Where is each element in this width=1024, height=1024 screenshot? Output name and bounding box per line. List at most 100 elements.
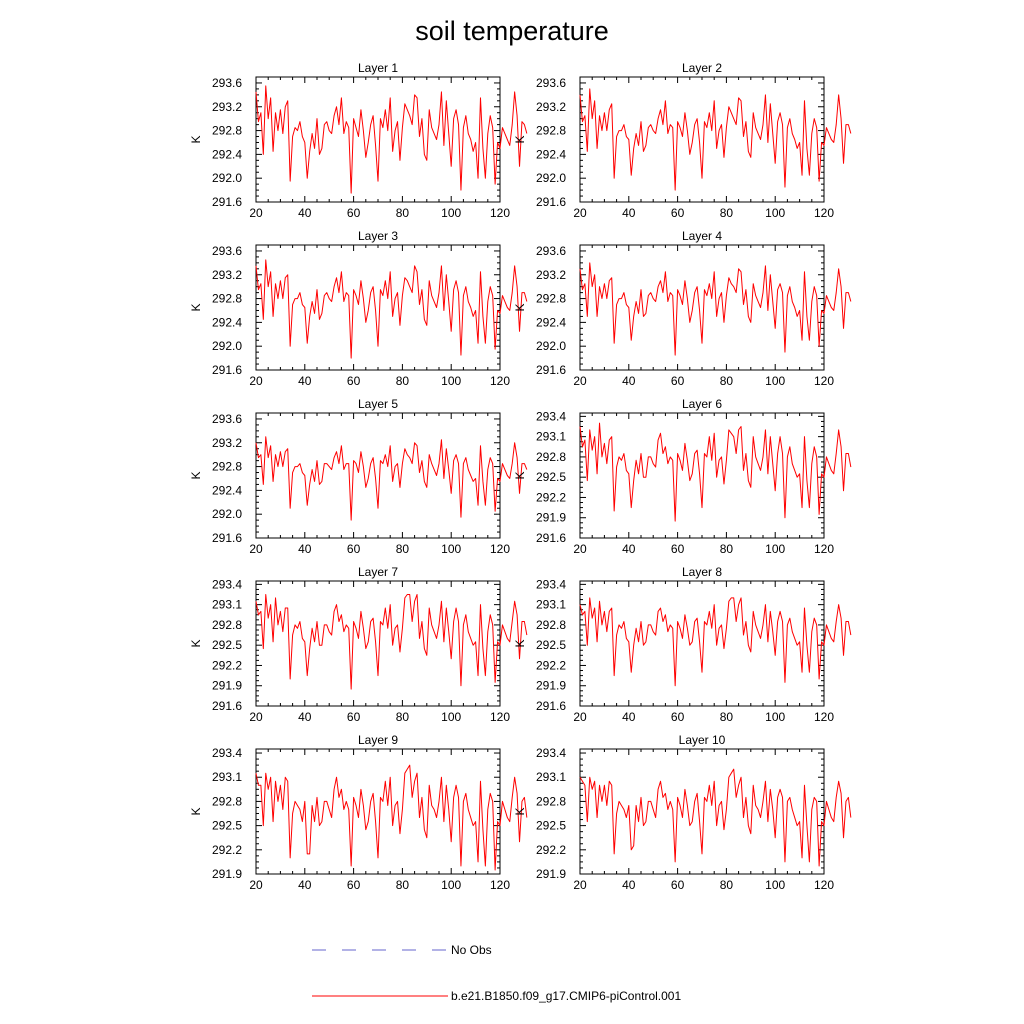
x-tick-label: 20: [573, 542, 587, 556]
y-tick-label: 293.4: [536, 746, 566, 760]
panel-layer-1: Layer 1 K 20 40 60 80 100 120 291.6 292.0 292.4 292…: [189, 61, 528, 220]
x-tick-label: 40: [298, 710, 312, 724]
y-tick-label: 292.4: [536, 147, 566, 161]
y-tick-label: 292.2: [536, 490, 566, 504]
panel-layer-5: Layer 5 K 20 40 60 80 100 120 291.6 292.0 292.4 292…: [189, 397, 528, 556]
y-tick-label: 291.9: [212, 867, 242, 881]
y-axis-label: K: [513, 303, 527, 311]
y-tick-label: 291.6: [212, 531, 242, 545]
y-tick-label: 293.4: [536, 577, 566, 591]
y-tick-label: 292.0: [212, 171, 242, 185]
y-axis-label: K: [513, 471, 527, 479]
x-tick-label: 100: [765, 878, 785, 892]
x-tick-label: 20: [573, 710, 587, 724]
series-line-1: [579, 422, 852, 522]
y-tick-label: 293.4: [536, 409, 566, 423]
y-tick-label: 292.8: [212, 292, 242, 306]
y-tick-label: 291.6: [212, 699, 242, 713]
x-tick-label: 120: [490, 878, 510, 892]
panel-grid: Layer 1 K 20 40 60 80 100 120 291.6 292.0 292.4 292…: [189, 61, 852, 892]
x-tick-label: 60: [347, 878, 361, 892]
x-tick-label: 40: [622, 710, 636, 724]
x-tick-label: 100: [441, 710, 461, 724]
y-tick-label: 291.9: [212, 679, 242, 693]
x-tick-label: 100: [765, 542, 785, 556]
x-tick-label: 80: [396, 878, 410, 892]
x-tick-label: 80: [720, 542, 734, 556]
y-tick-label: 292.5: [536, 470, 566, 484]
y-tick-label: 293.1: [536, 598, 566, 612]
series-line-1: [579, 768, 852, 867]
y-tick-label: 292.8: [536, 292, 566, 306]
y-tick-label: 292.8: [212, 124, 242, 138]
series-line-1: [255, 764, 528, 871]
x-tick-label: 100: [765, 374, 785, 388]
y-tick-label: 292.4: [212, 147, 242, 161]
y-tick-label: 292.5: [212, 819, 242, 833]
y-tick-label: 291.6: [536, 363, 566, 377]
panel-title: Layer 3: [358, 229, 398, 243]
x-tick-label: 20: [249, 206, 263, 220]
y-tick-label: 293.2: [212, 436, 242, 450]
x-tick-label: 120: [814, 206, 834, 220]
y-tick-label: 291.6: [536, 195, 566, 209]
y-tick-label: 292.2: [212, 658, 242, 672]
x-tick-label: 100: [441, 206, 461, 220]
x-tick-label: 80: [396, 542, 410, 556]
x-tick-label: 60: [347, 710, 361, 724]
y-tick-label: 293.4: [212, 577, 242, 591]
y-axis-label: K: [513, 807, 527, 815]
y-tick-label: 292.8: [536, 124, 566, 138]
series-line-1: [579, 88, 852, 191]
x-tick-label: 20: [573, 206, 587, 220]
y-tick-label: 292.4: [536, 315, 566, 329]
panel-title: Layer 1: [358, 61, 398, 75]
y-tick-label: 292.8: [212, 460, 242, 474]
x-tick-label: 100: [441, 542, 461, 556]
series-line-1: [579, 597, 852, 687]
x-tick-label: 40: [298, 374, 312, 388]
x-tick-label: 20: [249, 542, 263, 556]
panel-title: Layer 2: [682, 61, 722, 75]
y-tick-label: 293.2: [212, 268, 242, 282]
y-axis-label: K: [189, 807, 203, 815]
y-tick-label: 293.2: [536, 268, 566, 282]
y-tick-label: 292.5: [536, 638, 566, 652]
y-axis-label: K: [189, 303, 203, 311]
x-tick-label: 60: [671, 878, 685, 892]
panel-layer-10: Layer 10 K 20 40 60 80 100 120 291.9 292.2 292.5 29…: [513, 733, 852, 892]
y-axis-label: K: [189, 471, 203, 479]
y-tick-label: 291.9: [536, 679, 566, 693]
series-line-1: [255, 436, 528, 521]
y-tick-label: 292.8: [536, 450, 566, 464]
x-tick-label: 40: [298, 878, 312, 892]
y-axis-label: K: [513, 639, 527, 647]
y-tick-label: 291.6: [212, 195, 242, 209]
x-tick-label: 120: [490, 542, 510, 556]
y-tick-label: 293.2: [212, 100, 242, 114]
series-line-1: [255, 259, 528, 359]
x-tick-label: 20: [249, 710, 263, 724]
x-tick-label: 120: [490, 710, 510, 724]
y-tick-label: 292.2: [536, 658, 566, 672]
panel-layer-3: Layer 3 K 20 40 60 80 100 120 291.6 292.0 292.4 292…: [189, 229, 528, 388]
y-tick-label: 293.6: [212, 244, 242, 258]
x-tick-label: 120: [814, 878, 834, 892]
y-axis-label: K: [189, 639, 203, 647]
y-tick-label: 292.5: [536, 819, 566, 833]
x-tick-label: 100: [441, 878, 461, 892]
panel-title: Layer 5: [358, 397, 398, 411]
x-tick-label: 80: [720, 206, 734, 220]
y-tick-label: 292.4: [212, 315, 242, 329]
x-tick-label: 20: [249, 374, 263, 388]
y-tick-label: 291.6: [536, 699, 566, 713]
x-tick-label: 40: [298, 542, 312, 556]
panel-title: Layer 7: [358, 565, 398, 579]
x-tick-label: 60: [347, 206, 361, 220]
legend-model-label: b.e21.B1850.f09_g17.CMIP6-piControl.001: [451, 989, 681, 1003]
y-tick-label: 293.6: [212, 76, 242, 90]
y-tick-label: 292.0: [212, 507, 242, 521]
series-line-1: [579, 262, 852, 356]
x-tick-label: 120: [814, 542, 834, 556]
x-tick-label: 40: [622, 542, 636, 556]
